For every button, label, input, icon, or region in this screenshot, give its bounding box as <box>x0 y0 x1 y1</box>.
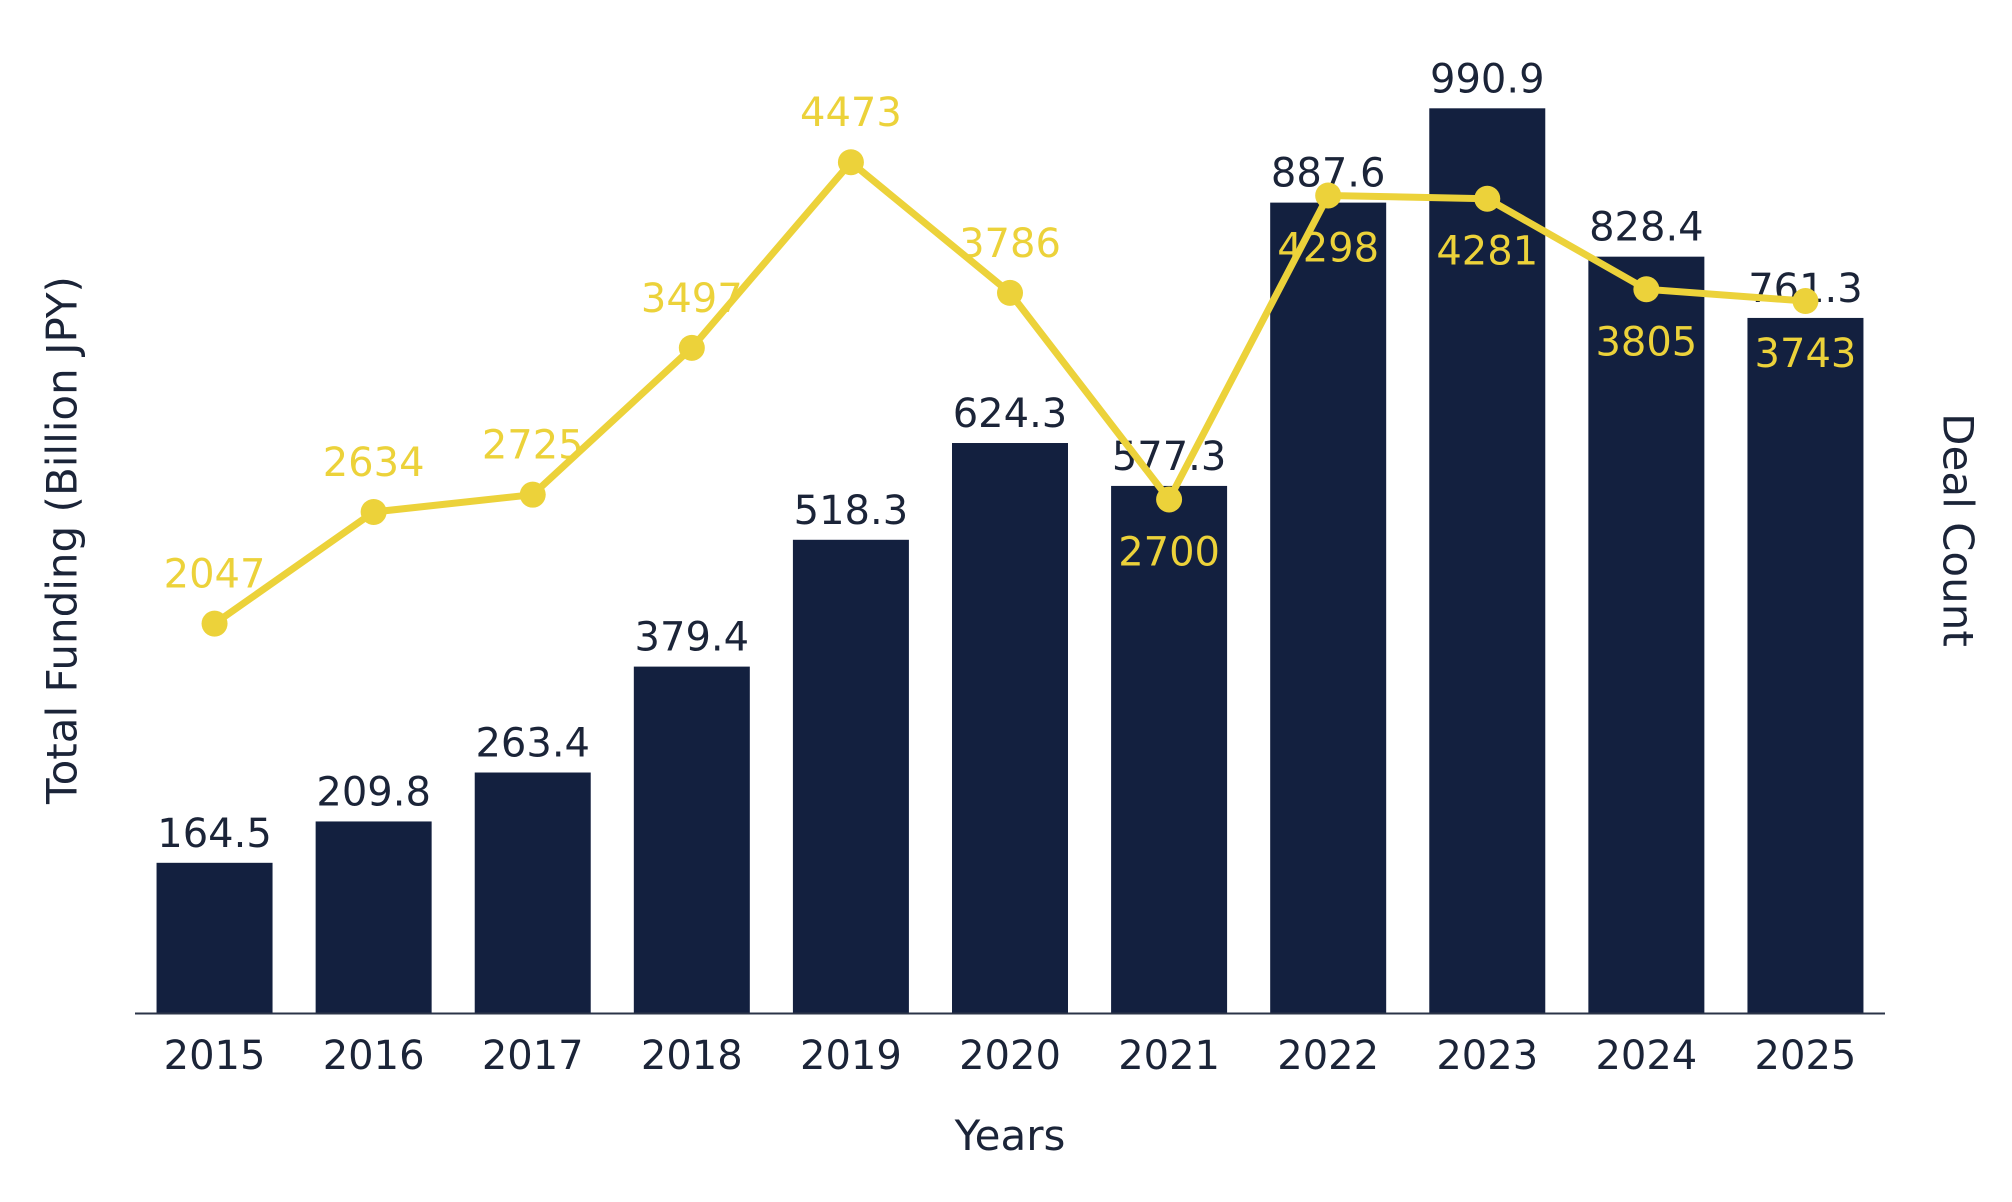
bar-value-label-2018: 379.4 <box>635 615 750 661</box>
bar-value-label-2024: 828.4 <box>1589 205 1704 251</box>
deal-count-point-2024 <box>1633 276 1660 303</box>
x-tick-label-2015: 2015 <box>164 1033 266 1079</box>
y-axis-title: Total Funding (Billion JPY) <box>38 276 87 805</box>
bar-2018 <box>633 666 750 1013</box>
x-tick-label-2020: 2020 <box>959 1033 1061 1079</box>
bar-value-label-2015: 164.5 <box>157 811 272 857</box>
x-axis-title: Years <box>954 1111 1066 1160</box>
bar-value-label-2016: 209.8 <box>316 769 431 815</box>
deal-count-label-2016: 2634 <box>323 440 425 486</box>
bar-series <box>156 108 1864 1014</box>
x-tick-label-2018: 2018 <box>641 1033 743 1079</box>
deal-count-point-2019 <box>837 149 864 176</box>
bar-2025 <box>1747 317 1864 1013</box>
bar-2022 <box>1270 202 1387 1013</box>
bar-2021 <box>1111 485 1228 1013</box>
x-tick-label-2016: 2016 <box>323 1033 425 1079</box>
x-tick-label-2023: 2023 <box>1436 1033 1538 1079</box>
deal-count-label-2021: 2700 <box>1118 529 1220 575</box>
deal-count-labels: 2047 2634 2725 3497 4473 3786 2700 4298 4281 3805… <box>164 90 1857 597</box>
bar-2024 <box>1588 256 1705 1014</box>
bar-value-label-2020: 624.3 <box>953 391 1068 437</box>
bar-2019 <box>792 539 909 1013</box>
x-tick-label-2019: 2019 <box>800 1033 902 1079</box>
bar-2023 <box>1429 108 1546 1014</box>
x-tick-label-2025: 2025 <box>1755 1033 1857 1079</box>
x-tick-labels: 2015 2016 2017 2018 2019 2020 2021 2022 2023 2024… <box>164 1033 1857 1079</box>
bar-value-label-2017: 263.4 <box>475 721 590 767</box>
bar-2015 <box>156 862 273 1013</box>
deal-count-point-2020 <box>997 279 1023 306</box>
deal-count-points <box>201 149 1819 637</box>
bar-2020 <box>952 443 1068 1013</box>
deal-count-point-2018 <box>678 334 705 361</box>
deal-count-point-2015 <box>201 610 228 637</box>
deal-count-label-2020: 3786 <box>959 221 1061 267</box>
deal-count-point-2016 <box>360 498 387 525</box>
deal-count-point-2023 <box>1474 185 1501 212</box>
x-tick-label-2024: 2024 <box>1595 1033 1697 1079</box>
bar-2016 <box>315 821 432 1013</box>
deal-count-label-2024: 3805 <box>1595 319 1697 365</box>
deal-count-label-2023: 4281 <box>1436 229 1538 275</box>
bar-value-label-2021: 577.3 <box>1112 434 1227 480</box>
bar-2017 <box>474 772 591 1013</box>
deal-count-label-2017: 2725 <box>482 423 584 469</box>
bar-value-labels: 164.5209.8263.4379.4518.3624.3577.3887.6… <box>157 56 1862 857</box>
deal-count-point-2017 <box>519 481 546 508</box>
x-tick-label-2021: 2021 <box>1118 1033 1220 1079</box>
deal-count-point-2021 <box>1156 486 1183 513</box>
deal-count-label-2022: 4298 <box>1277 225 1379 271</box>
deal-count-point-2022 <box>1315 182 1342 209</box>
deal-count-label-2019: 4473 <box>800 90 902 136</box>
x-tick-label-2022: 2022 <box>1277 1033 1379 1079</box>
bar-value-label-2023: 990.9 <box>1430 56 1545 102</box>
deal-count-label-2015: 2047 <box>164 552 266 598</box>
deal-count-label-2018: 3497 <box>641 276 743 322</box>
deal-count-label-2025: 3743 <box>1755 331 1857 377</box>
deal-count-point-2025 <box>1792 288 1819 315</box>
y2-axis-title: Deal Count <box>1934 413 1983 647</box>
bar-value-label-2019: 518.3 <box>794 488 909 534</box>
x-tick-label-2017: 2017 <box>482 1033 584 1079</box>
